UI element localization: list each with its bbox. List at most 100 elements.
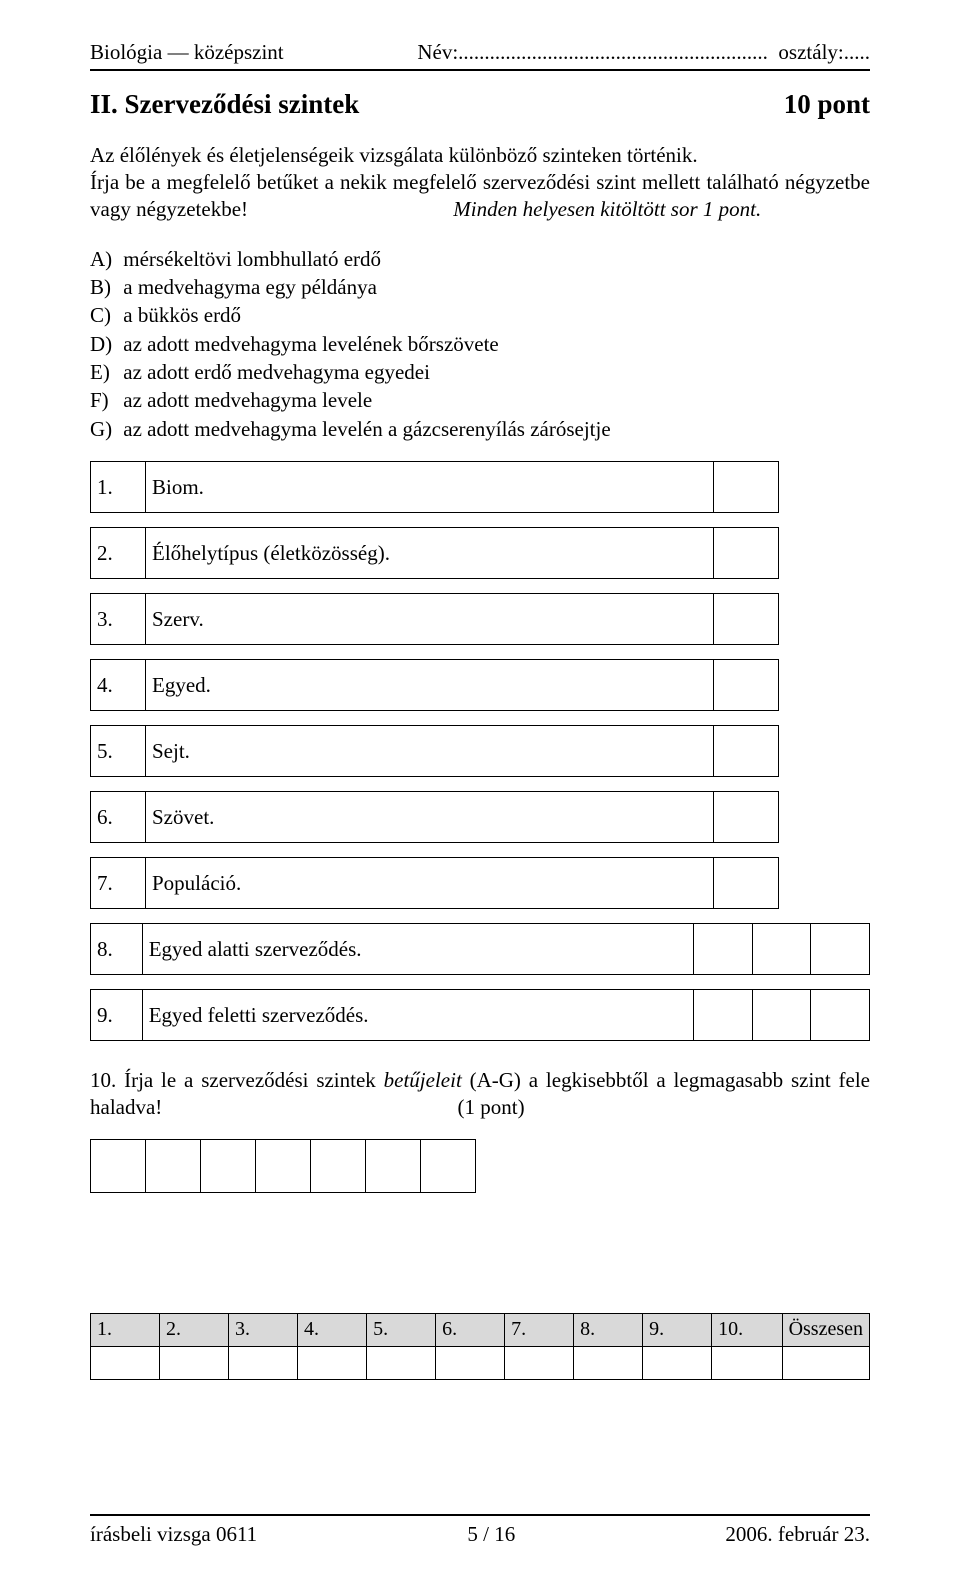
header-right: Név:....................................… [417,40,870,65]
header-left: Biológia — középszint [90,40,284,65]
score-head-7: 7. [505,1313,574,1346]
answer-box[interactable] [714,858,779,909]
score-cell[interactable] [436,1346,505,1379]
answer-row-6: 6. Szövet. [90,791,779,843]
answer-box[interactable] [694,924,753,975]
row-label: Egyed feletti szerveződés. [142,990,694,1041]
option-c: a bükkös erdő [123,303,241,327]
score-value-row [91,1346,870,1379]
score-head-5: 5. [367,1313,436,1346]
answer-box[interactable] [752,924,811,975]
row-label: Biom. [146,462,714,513]
answer-box[interactable] [146,1139,201,1192]
name-dots: ........................................… [458,40,768,64]
answer-box[interactable] [366,1139,421,1192]
section-title: II. Szerveződési szintek [90,89,359,120]
answer-box[interactable] [421,1139,476,1192]
footer-center: 5 / 16 [467,1522,515,1547]
answer-row-2: 2. Élőhelytípus (életközösség). [90,527,779,579]
answer-box[interactable] [714,726,779,777]
answer-box[interactable] [311,1139,366,1192]
answer-row-4: 4. Egyed. [90,659,779,711]
score-cell-total[interactable] [782,1346,869,1379]
row-number: 1. [91,462,146,513]
page-footer: írásbeli vizsga 0611 5 / 16 2006. februá… [90,1514,870,1547]
score-head-4: 4. [298,1313,367,1346]
answer-box[interactable] [91,1139,146,1192]
score-head-total: Összesen [782,1313,869,1346]
section-heading: II. Szerveződési szintek 10 pont [90,89,870,120]
option-letter-g: G) [90,415,118,443]
footer-left: írásbeli vizsga 0611 [90,1522,257,1547]
q10-text-a: 10. Írja le a szerveződési szintek [90,1068,384,1092]
score-cell[interactable] [229,1346,298,1379]
score-head-3: 3. [229,1313,298,1346]
score-head-1: 1. [91,1313,160,1346]
answer-box[interactable] [694,990,753,1041]
score-cell[interactable] [367,1346,436,1379]
score-head-9: 9. [643,1313,712,1346]
class-label: osztály: [778,40,843,64]
footer-rule [90,1514,870,1516]
option-letter-b: B) [90,273,118,301]
score-cell[interactable] [160,1346,229,1379]
answer-row-3: 3. Szerv. [90,593,779,645]
score-cell[interactable] [91,1346,160,1379]
score-header-row: 1. 2. 3. 4. 5. 6. 7. 8. 9. 10. Összesen [91,1313,870,1346]
answer-box[interactable] [714,792,779,843]
answer-box[interactable] [714,528,779,579]
answer-box[interactable] [714,660,779,711]
answer-box[interactable] [714,594,779,645]
page-header: Biológia — középszint Név:..............… [90,40,870,65]
answer-box[interactable] [811,990,870,1041]
answer-row-7: 7. Populáció. [90,857,779,909]
header-rule [90,69,870,71]
score-cell[interactable] [505,1346,574,1379]
footer-right: 2006. február 23. [725,1522,870,1547]
answer-box[interactable] [714,462,779,513]
option-d: az adott medvehagyma levelének bőrszövet… [123,332,499,356]
row-number: 7. [91,858,146,909]
intro-p1: Az élőlények és életjelenségeik vizsgála… [90,143,698,167]
row-number: 6. [91,792,146,843]
row-label: Élőhelytípus (életközösség). [146,528,714,579]
option-letter-a: A) [90,245,118,273]
answer-box[interactable] [811,924,870,975]
answer-box[interactable] [201,1139,256,1192]
option-a: mérsékeltövi lombhullató erdő [123,247,381,271]
row-label: Egyed alatti szerveződés. [142,924,694,975]
option-list: A) mérsékeltövi lombhullató erdő B) a me… [90,245,870,443]
row-label: Populáció. [146,858,714,909]
row-label: Sejt. [146,726,714,777]
score-head-8: 8. [574,1313,643,1346]
row-number: 9. [91,990,143,1041]
q10-points: (1 pont) [168,1095,525,1119]
option-letter-e: E) [90,358,118,386]
score-cell[interactable] [574,1346,643,1379]
q10-answer-boxes [90,1139,476,1193]
option-letter-f: F) [90,386,118,414]
row-label: Egyed. [146,660,714,711]
score-cell[interactable] [298,1346,367,1379]
row-number: 3. [91,594,146,645]
score-cell[interactable] [643,1346,712,1379]
answer-box[interactable] [752,990,811,1041]
option-letter-d: D) [90,330,118,358]
score-head-10: 10. [712,1313,782,1346]
intro-p3: Minden helyesen kitöltött sor 1 pont. [253,197,761,221]
option-f: az adott medvehagyma levele [123,388,372,412]
answer-box[interactable] [256,1139,311,1192]
section-points: 10 pont [784,89,870,120]
row-label: Szövet. [146,792,714,843]
q10-text-b: betűjeleit [384,1068,462,1092]
class-dots: ..... [844,40,870,64]
answer-row-5: 5. Sejt. [90,725,779,777]
intro-text: Az élőlények és életjelenségeik vizsgála… [90,142,870,223]
score-cell[interactable] [712,1346,782,1379]
score-head-2: 2. [160,1313,229,1346]
row-number: 2. [91,528,146,579]
row-number: 5. [91,726,146,777]
question-10: 10. Írja le a szerveződési szintek betűj… [90,1067,870,1121]
option-letter-c: C) [90,301,118,329]
row-number: 8. [91,924,143,975]
